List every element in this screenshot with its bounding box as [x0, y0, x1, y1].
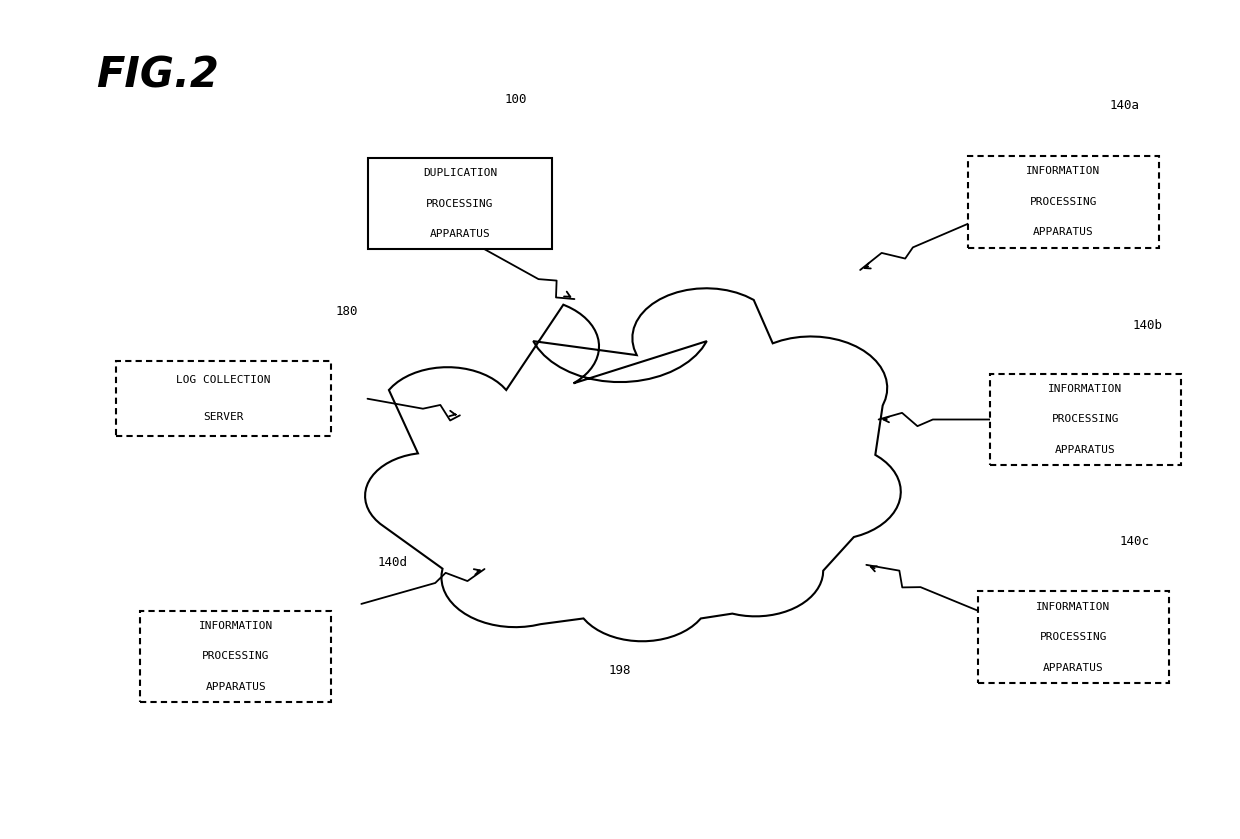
Text: 140c: 140c	[1120, 535, 1149, 548]
Text: LOG COLLECTION: LOG COLLECTION	[176, 375, 270, 385]
Text: PROCESSING: PROCESSING	[202, 651, 269, 661]
Bar	[115, 362, 331, 436]
Text: INFORMATION: INFORMATION	[198, 621, 273, 631]
Text: INFORMATION: INFORMATION	[1049, 384, 1122, 394]
Text: 140b: 140b	[1132, 319, 1162, 332]
Bar	[367, 158, 552, 249]
Text: FIG.2: FIG.2	[97, 54, 219, 96]
Text: 100: 100	[503, 93, 527, 107]
Text: INFORMATION: INFORMATION	[1027, 166, 1101, 176]
Text: 198: 198	[609, 664, 631, 677]
Text: PROCESSING: PROCESSING	[1052, 414, 1120, 425]
Bar	[990, 374, 1180, 465]
Text: APPARATUS: APPARATUS	[1033, 227, 1094, 237]
Text: APPARATUS: APPARATUS	[429, 229, 490, 239]
Text: APPARATUS: APPARATUS	[1043, 663, 1104, 673]
Bar	[140, 611, 331, 702]
Text: INFORMATION: INFORMATION	[1037, 602, 1110, 612]
Text: 140d: 140d	[377, 556, 407, 569]
Text: DUPLICATION: DUPLICATION	[423, 168, 497, 178]
Text: SERVER: SERVER	[203, 413, 243, 422]
Text: PROCESSING: PROCESSING	[1039, 632, 1107, 642]
Text: 140a: 140a	[1110, 99, 1140, 112]
Polygon shape	[365, 289, 900, 641]
Text: APPARATUS: APPARATUS	[206, 682, 267, 691]
Text: 180: 180	[335, 305, 358, 318]
Bar	[978, 591, 1169, 683]
Text: APPARATUS: APPARATUS	[1055, 445, 1116, 455]
Text: PROCESSING: PROCESSING	[427, 199, 494, 209]
Text: PROCESSING: PROCESSING	[1029, 197, 1097, 207]
Bar	[968, 156, 1159, 248]
